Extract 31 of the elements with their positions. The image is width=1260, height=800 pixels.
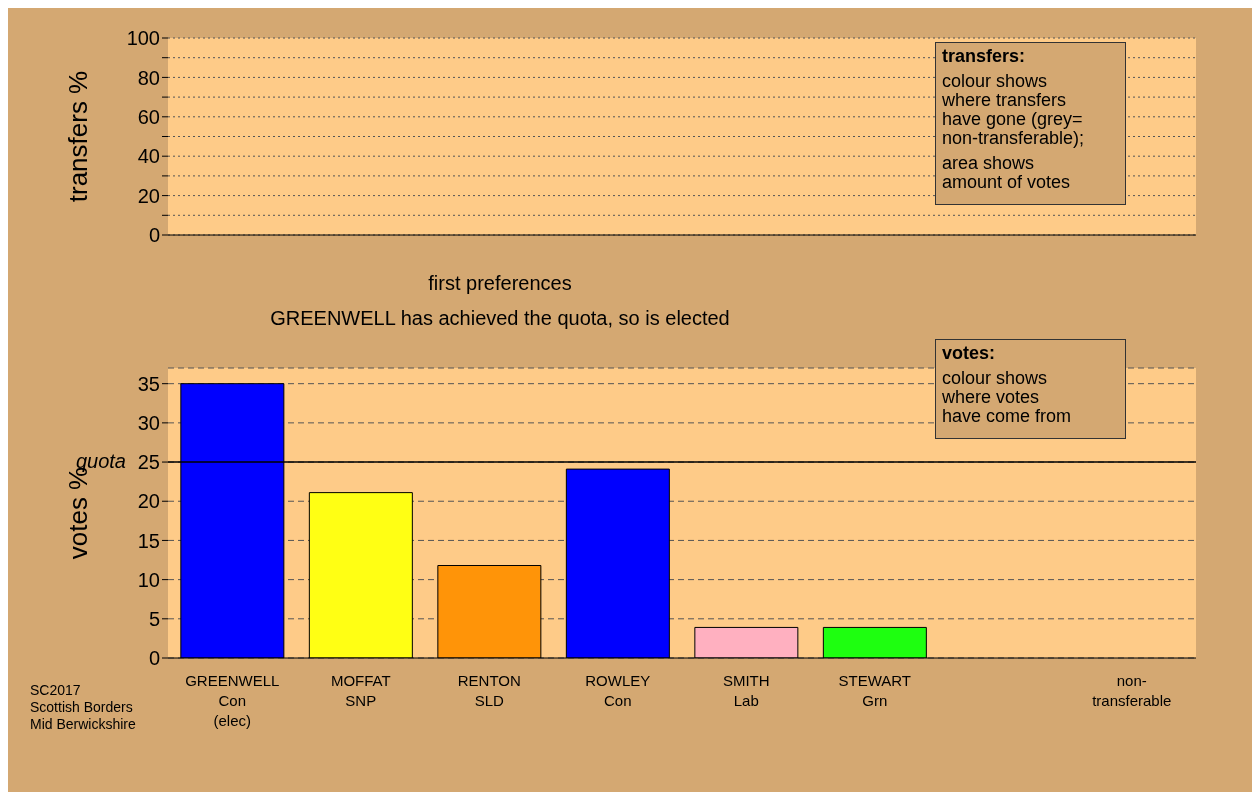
y-tick-label: 20 <box>137 184 160 207</box>
y-tick-label: 0 <box>148 224 160 247</box>
y-axis-title: transfers % <box>63 70 94 203</box>
chart-subtitle: GREENWELL has achieved the quota, so is elected <box>269 307 731 330</box>
y-tick-label: 60 <box>137 105 160 128</box>
y-tick-label: 30 <box>137 411 160 434</box>
chart-title: first preferences <box>427 272 573 295</box>
y-tick-label: 80 <box>137 66 160 89</box>
annotation: colour shows where votes have come from <box>942 368 1073 426</box>
x-tick-label: MOFFAT SNP <box>330 672 391 709</box>
y-tick-label: 25 <box>137 451 160 474</box>
note-box: votes: colour shows where votes have come from <box>935 339 1126 439</box>
y-tick-label: 35 <box>137 372 160 395</box>
annotation: colour shows where transfers have gone (grey= non-transferable); <box>942 71 1086 148</box>
y-tick-label: 15 <box>137 529 160 552</box>
text: SC2017 Scottish Borders Mid Berwickshire <box>30 682 136 733</box>
y-tick-label: 0 <box>148 647 160 670</box>
annotation: area shows amount of votes <box>942 153 1072 192</box>
y-tick-label: 40 <box>137 145 160 168</box>
x-tick-label: ROWLEY Con <box>585 672 651 709</box>
x-tick-label: GREENWELL Con (elec) <box>185 672 280 729</box>
x-tick-label: STEWART Grn <box>838 672 912 709</box>
y-tick-label: 10 <box>137 568 160 591</box>
y-tick-label: 20 <box>137 490 160 513</box>
x-tick-label: SMITH Lab <box>722 672 770 709</box>
annotation: transfers: <box>942 46 1027 66</box>
y-tick-label: 5 <box>148 607 160 630</box>
x-tick-label: RENTON SLD <box>457 672 521 709</box>
note-box: transfers: colour shows where transfers have gone (grey= non-transferable); area shows amount of votes <box>935 42 1126 205</box>
x-tick-label: non- transferable <box>1092 672 1172 709</box>
y-tick-label: 100 <box>126 27 160 50</box>
